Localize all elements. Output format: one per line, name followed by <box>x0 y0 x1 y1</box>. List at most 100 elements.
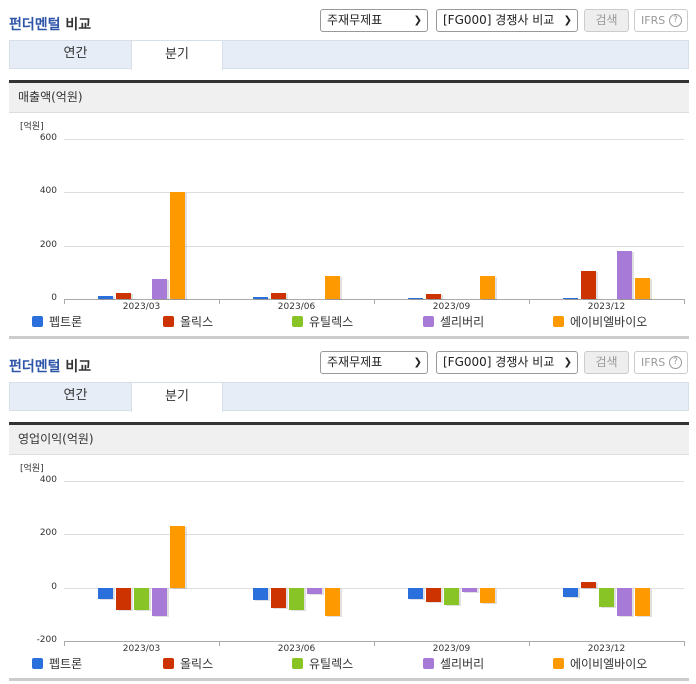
legend-swatch-icon <box>163 316 174 327</box>
title-highlight: 펀더멘털 <box>9 17 61 33</box>
statement-type-select[interactable]: 주재무제표 ❯ <box>320 351 428 374</box>
legend-label: 올릭스 <box>180 315 214 329</box>
legend-label: 펩트론 <box>49 315 83 329</box>
bar-3-4[interactable] <box>635 587 650 616</box>
section-header: 펀더멘털 비교 주재무제표 ❯ [FG000] 경쟁사 비교 ❯ 검색 IFRS… <box>0 0 696 40</box>
chart-panel: 영업이익(억원) [억원] -200 0 200 400 2023/03 2023/06 2… <box>9 422 689 681</box>
gridline <box>64 139 684 140</box>
legend-label: 유틸렉스 <box>309 657 354 671</box>
bar-1-1[interactable] <box>271 293 286 299</box>
y-tick-label: 400 <box>39 186 57 197</box>
legend-item[interactable]: 유틸렉스 <box>292 315 353 329</box>
bar-2-1[interactable] <box>426 294 441 299</box>
help-icon[interactable]: ? <box>669 356 682 369</box>
legend-item[interactable]: 펩트론 <box>32 315 82 329</box>
x-tick-label: 2023/09 <box>432 302 471 312</box>
chevron-down-icon: ❯ <box>413 15 422 26</box>
bar-0-3[interactable] <box>152 587 167 616</box>
bar-1-0[interactable] <box>253 297 268 299</box>
y-tick-label: 200 <box>39 239 57 250</box>
peer-group-value: [FG000] 경쟁사 비교 <box>443 13 555 27</box>
bar-chart: [억원] 0 200 400 600 2023/03 2023/06 2023/09 2023… <box>9 113 689 339</box>
peer-group-select[interactable]: [FG000] 경쟁사 비교 ❯ <box>436 9 578 32</box>
y-tick-label: 400 <box>39 475 57 485</box>
legend-item[interactable]: 에이비엘바이오 <box>553 315 647 329</box>
bar-1-2[interactable] <box>289 587 304 611</box>
bar-0-4[interactable] <box>170 192 185 299</box>
bar-1-1[interactable] <box>271 587 286 608</box>
bar-2-0[interactable] <box>408 297 423 300</box>
legend-item[interactable]: 올릭스 <box>163 657 213 671</box>
legend-item[interactable]: 유틸렉스 <box>292 657 353 671</box>
search-button[interactable]: 검색 <box>584 9 629 32</box>
legend-item[interactable]: 펩트론 <box>32 657 82 671</box>
legend-swatch-icon <box>32 658 43 669</box>
statement-type-select[interactable]: 주재무제표 ❯ <box>320 9 428 32</box>
y-tick-label: 200 <box>39 528 57 539</box>
legend-item[interactable]: 셀리버리 <box>423 657 484 671</box>
bar-3-3[interactable] <box>617 587 632 616</box>
title-highlight: 펀더멘털 <box>9 359 61 375</box>
bar-3-1[interactable] <box>581 271 596 299</box>
bar-3-3[interactable] <box>617 251 632 299</box>
gridline <box>64 587 684 589</box>
bar-2-4[interactable] <box>480 276 495 299</box>
bar-3-0[interactable] <box>563 297 578 300</box>
y-tick-label: 0 <box>51 293 57 303</box>
bar-2-4[interactable] <box>480 587 495 603</box>
legend-swatch-icon <box>292 316 303 327</box>
x-tick-mark <box>374 299 375 304</box>
search-button[interactable]: 검색 <box>584 351 629 374</box>
period-tabs: 연간 분기 <box>9 40 689 70</box>
legend-item[interactable]: 에이비엘바이오 <box>553 657 647 671</box>
bar-0-1[interactable] <box>116 293 131 299</box>
legend-swatch-icon <box>553 658 564 669</box>
tab-quarterly[interactable]: 분기 <box>131 40 223 70</box>
bar-1-0[interactable] <box>253 587 268 601</box>
tab-annual[interactable]: 연간 <box>63 46 88 61</box>
bar-0-3[interactable] <box>152 279 167 299</box>
ifrs-button[interactable]: IFRS ? <box>634 9 688 32</box>
legend-swatch-icon <box>292 658 303 669</box>
legend-item[interactable]: 셀리버리 <box>423 315 484 329</box>
bar-0-2[interactable] <box>134 587 149 610</box>
x-tick-label: 2023/12 <box>587 644 626 654</box>
ifrs-label: IFRS <box>641 14 666 27</box>
y-unit-label: [억원] <box>20 122 44 132</box>
tab-quarterly[interactable]: 분기 <box>131 382 223 412</box>
legend-label: 셀리버리 <box>440 657 485 671</box>
bar-3-1[interactable] <box>581 582 596 588</box>
x-tick-mark <box>684 299 685 304</box>
bar-2-3[interactable] <box>462 587 477 593</box>
tab-annual[interactable]: 연간 <box>63 388 88 403</box>
bar-1-4[interactable] <box>325 587 340 616</box>
bar-2-1[interactable] <box>426 587 441 602</box>
x-tick-label: 2023/06 <box>277 302 316 312</box>
bar-1-3[interactable] <box>307 587 322 594</box>
peer-group-value: [FG000] 경쟁사 비교 <box>443 355 555 369</box>
legend-swatch-icon <box>423 658 434 669</box>
help-icon[interactable]: ? <box>669 14 682 27</box>
bar-chart: [억원] -200 0 200 400 2023/03 2023/06 2023/09 202… <box>9 455 689 681</box>
bar-0-1[interactable] <box>116 587 131 610</box>
ifrs-label: IFRS <box>641 356 666 369</box>
bar-3-0[interactable] <box>563 587 578 597</box>
bar-2-2[interactable] <box>444 587 459 605</box>
legend-item[interactable]: 올릭스 <box>163 315 213 329</box>
title-rest: 비교 <box>60 359 92 375</box>
ifrs-button[interactable]: IFRS ? <box>634 351 688 374</box>
bar-1-4[interactable] <box>325 276 340 299</box>
y-tick-label: -200 <box>36 635 57 645</box>
chart-legend: 펩트론 올릭스 유틸렉스 셀리버리 에이비엘바이오 <box>9 657 689 673</box>
bar-0-4[interactable] <box>170 525 185 588</box>
gridline <box>64 192 684 194</box>
bar-2-0[interactable] <box>408 587 423 600</box>
bar-3-2[interactable] <box>599 587 614 607</box>
bar-3-4[interactable] <box>635 278 650 299</box>
chevron-down-icon: ❯ <box>413 357 422 368</box>
bar-0-0[interactable] <box>98 296 113 299</box>
bar-0-0[interactable] <box>98 587 113 599</box>
peer-group-select[interactable]: [FG000] 경쟁사 비교 ❯ <box>436 351 578 374</box>
x-tick-mark <box>529 641 530 646</box>
legend-label: 유틸렉스 <box>309 315 354 329</box>
